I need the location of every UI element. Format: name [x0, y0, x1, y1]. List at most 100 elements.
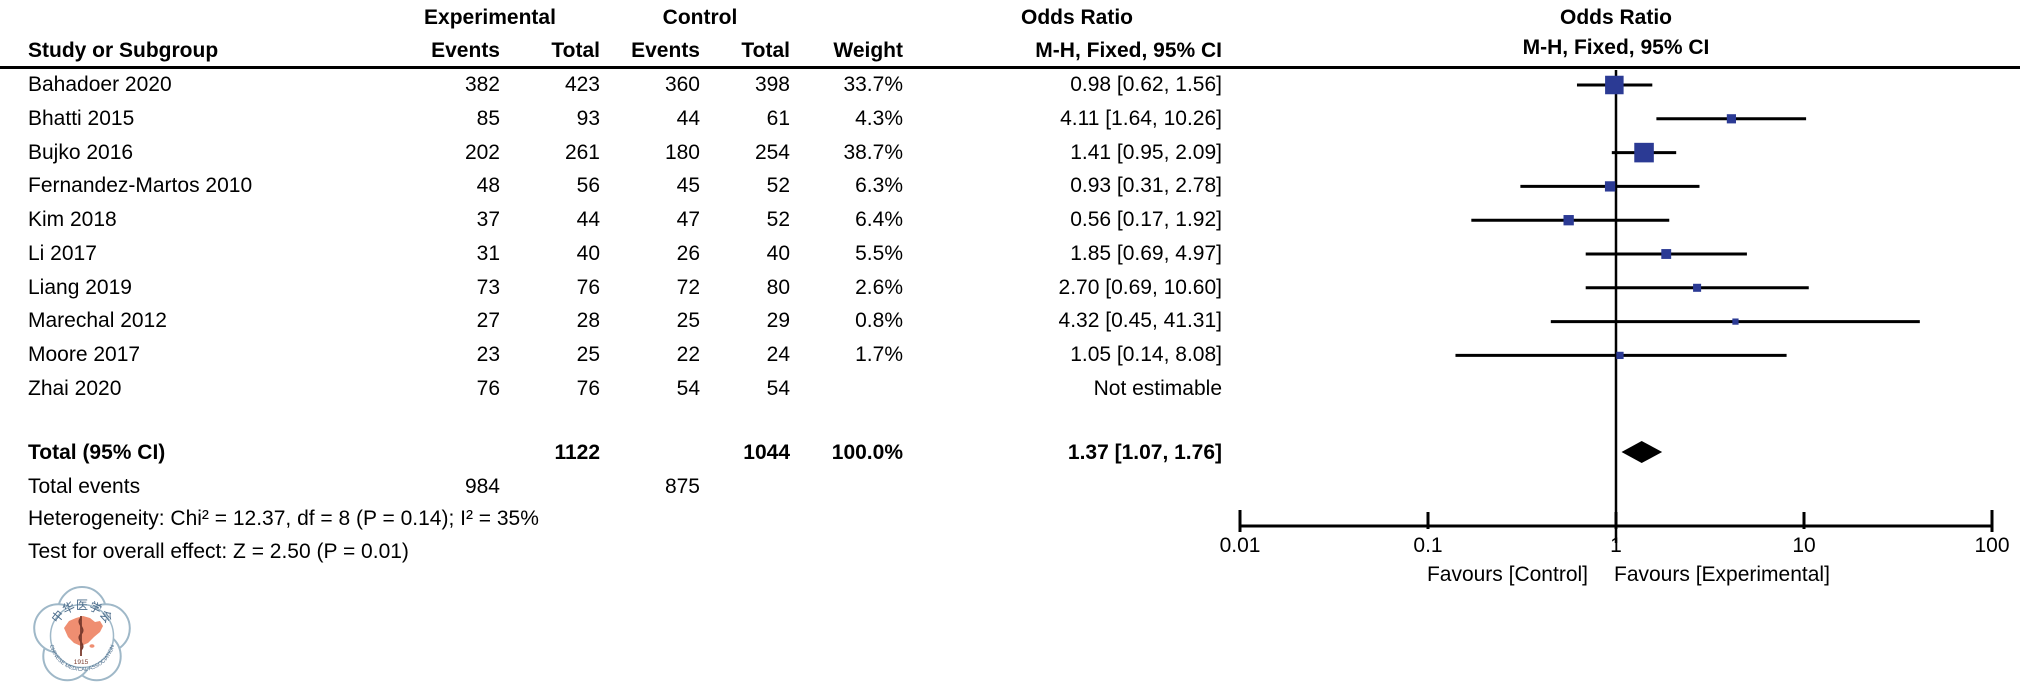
cma-logo: 中华医学会 1915 CHINESE MEDICAL ASSOCIATION — [33, 586, 131, 682]
or-ci-text: 1.05 [0.14, 8.08] — [1070, 343, 1222, 366]
total-events-ctl: 875 — [664, 475, 700, 498]
total-row: Total (95% CI) 1122 1044 100.0% 1.37 [1.… — [0, 436, 1230, 470]
logo-snake-staff — [78, 616, 84, 656]
table-row: Liang 2019 73 76 72 80 2.6% 2.70 [0.69, … — [0, 271, 1230, 305]
exp-total: 261 — [564, 141, 600, 164]
or-ci-text: Not estimable — [1093, 377, 1222, 400]
column-group-experimental: Experimental — [424, 6, 556, 29]
study-name: Bujko 2016 — [28, 141, 134, 164]
exp-total: 40 — [576, 242, 600, 265]
ctl-total: 24 — [766, 343, 790, 366]
total-or-ci: 1.37 [1.07, 1.76] — [1067, 441, 1222, 464]
ctl-total: 61 — [766, 107, 790, 130]
ctl-events: 180 — [664, 141, 700, 164]
exp-total: 44 — [576, 208, 600, 231]
weight: 6.4% — [855, 208, 903, 231]
ctl-total: 29 — [766, 309, 790, 332]
table-row: Moore 2017 23 25 22 24 1.7% 1.05 [0.14, … — [0, 338, 1230, 372]
weight: 5.5% — [855, 242, 903, 265]
weight: 1.7% — [855, 343, 903, 366]
table-row: Li 2017 31 40 26 40 5.5% 1.85 [0.69, 4.9… — [0, 237, 1230, 271]
exp-events: 76 — [476, 377, 500, 400]
favours-experimental-label: Favours [Experimental] — [1614, 563, 1830, 586]
table-row: Bujko 2016 202 261 180 254 38.7% 1.41 [0… — [0, 136, 1230, 170]
exp-events: 37 — [476, 208, 500, 231]
table-header-row: Study or Subgroup Events Total Events To… — [0, 34, 1230, 68]
or-ci-text: 0.56 [0.17, 1.92] — [1070, 208, 1222, 231]
total-exp: 1122 — [554, 441, 600, 464]
axis-tick-0.01: 0.01 — [1219, 534, 1261, 557]
favours-control-label: Favours [Control] — [1426, 563, 1588, 586]
weight: 6.3% — [855, 174, 903, 197]
weight: 0.8% — [855, 309, 903, 332]
or-marker — [1616, 351, 1624, 360]
total-events-label: Total events — [28, 475, 141, 498]
plot-title-odds-ratio: Odds Ratio — [1559, 6, 1672, 29]
exp-events: 31 — [476, 242, 500, 265]
or-ci-text: 0.93 [0.31, 2.78] — [1070, 174, 1222, 197]
or-ci-text: 4.11 [1.64, 10.26] — [1060, 107, 1222, 130]
ctl-total: 52 — [766, 174, 790, 197]
ctl-total: 40 — [766, 242, 790, 265]
table-row: Bahadoer 2020 382 423 360 398 33.7% 0.98… — [0, 68, 1230, 102]
summary-diamond — [1621, 441, 1663, 463]
exp-total: 93 — [576, 107, 600, 130]
weight: 2.6% — [855, 276, 903, 299]
study-name: Bahadoer 2020 — [28, 73, 172, 96]
or-ci-text: 2.70 [0.69, 10.60] — [1058, 276, 1222, 299]
exp-events: 73 — [476, 276, 500, 299]
total-events-row: Total events 984 875 — [0, 470, 1230, 504]
header-exp-total: Total — [551, 39, 600, 62]
column-group-odds-ratio: Odds Ratio — [1020, 6, 1133, 29]
study-name: Bhatti 2015 — [28, 107, 135, 130]
ctl-events: 72 — [676, 276, 700, 299]
or-ci-text: 0.98 [0.62, 1.56] — [1070, 73, 1222, 96]
or-ci-text: 1.85 [0.69, 4.97] — [1070, 242, 1222, 265]
header-ctl-events: Events — [631, 39, 700, 62]
ctl-events: 45 — [676, 174, 700, 197]
weight: 4.3% — [855, 107, 903, 130]
header-mh-fixed-ci: M-H, Fixed, 95% CI — [1035, 39, 1222, 62]
total-label: Total (95% CI) — [28, 441, 166, 464]
exp-events: 48 — [476, 174, 500, 197]
study-name: Li 2017 — [28, 242, 97, 265]
heterogeneity-text: Heterogeneity: Chi² = 12.37, df = 8 (P =… — [28, 507, 539, 530]
exp-total: 56 — [576, 174, 600, 197]
table-row: Marechal 2012 27 28 25 29 0.8% 4.32 [0.4… — [0, 304, 1230, 338]
exp-events: 202 — [464, 141, 500, 164]
study-name: Kim 2018 — [28, 208, 117, 231]
ctl-events: 47 — [676, 208, 700, 231]
total-weight: 100.0% — [831, 441, 903, 464]
header-exp-events: Events — [431, 39, 500, 62]
logo-year: 1915 — [74, 659, 89, 666]
or-marker — [1605, 75, 1624, 95]
study-name: Marechal 2012 — [28, 309, 167, 332]
or-marker — [1661, 249, 1672, 259]
study-name: Moore 2017 — [28, 343, 141, 366]
column-group-control: Control — [662, 6, 738, 29]
ctl-total: 254 — [754, 141, 790, 164]
or-marker — [1563, 215, 1574, 226]
ctl-events: 54 — [676, 377, 700, 400]
exp-total: 28 — [576, 309, 600, 332]
exp-events: 23 — [476, 343, 500, 366]
axis-tick-0.1: 0.1 — [1413, 534, 1443, 557]
weight: 38.7% — [843, 141, 903, 164]
axis-tick-100: 100 — [1974, 534, 2010, 557]
exp-total: 76 — [576, 377, 600, 400]
ctl-events: 44 — [676, 107, 700, 130]
study-name: Liang 2019 — [28, 276, 132, 299]
or-marker — [1604, 181, 1616, 192]
ctl-total: 398 — [754, 73, 790, 96]
ctl-events: 360 — [664, 73, 700, 96]
exp-events: 27 — [476, 309, 500, 332]
or-marker — [1693, 283, 1702, 292]
table-row: Kim 2018 37 44 47 52 6.4% 0.56 [0.17, 1.… — [0, 203, 1230, 237]
or-ci-text: 4.32 [0.45, 41.31] — [1058, 309, 1222, 332]
table-row: Bhatti 2015 85 93 44 61 4.3% 4.11 [1.64,… — [0, 102, 1230, 136]
table-row: Fernandez-Martos 2010 48 56 45 52 6.3% 0… — [0, 169, 1230, 203]
or-marker — [1634, 142, 1654, 163]
header-study-or-subgroup: Study or Subgroup — [28, 39, 219, 62]
ctl-total: 54 — [766, 377, 790, 400]
